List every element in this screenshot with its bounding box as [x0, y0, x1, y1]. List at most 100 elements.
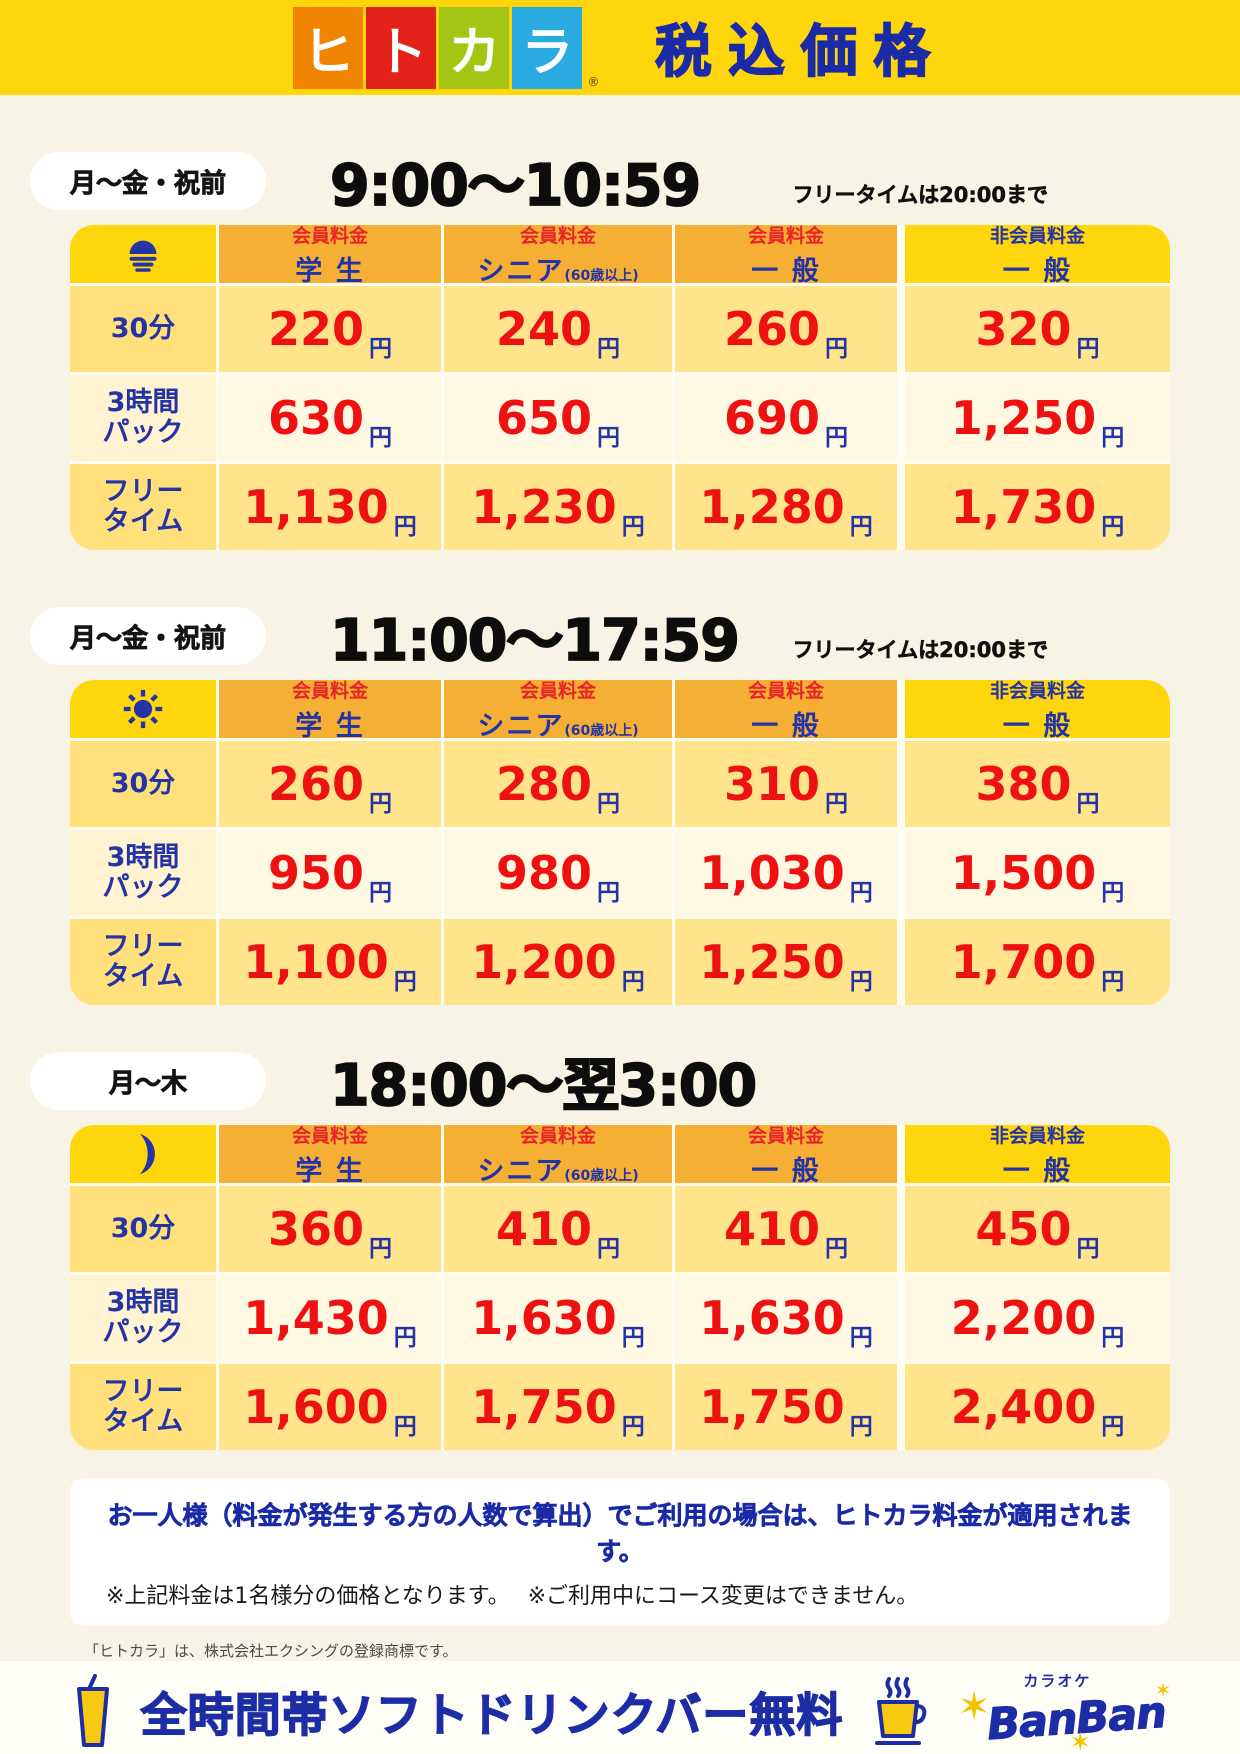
price-value: 1,700 [950, 935, 1097, 989]
member-category-label: 会員料金 [519, 1125, 596, 1147]
price-cell: 690 円 [675, 375, 897, 461]
price-cell: 1,200 円 [444, 919, 672, 1005]
day-pill: 月～金・祝前 [30, 152, 266, 210]
column-name-label: 一 般 [1002, 710, 1073, 742]
page-title: 税込価格 [654, 19, 947, 86]
yen-suffix: 円 [1076, 336, 1100, 362]
freetime-note: フリータイムは20:00まで [792, 638, 1048, 663]
logo-char: ヒ [302, 23, 355, 83]
night-moon-icon [140, 1133, 155, 1175]
banban-logo: カラオケ BanBan ✶ ✶ ✶ [957, 1670, 1172, 1754]
yen-suffix: 円 [849, 1414, 873, 1440]
section-header: 月～木 18:00～翌3:00 [30, 1051, 1170, 1120]
yen-suffix: 円 [825, 1236, 849, 1262]
star-icon: ✶ [1154, 1678, 1172, 1702]
price-section-morning: 月～金・祝前 9:00～10:59 フリータイムは20:00まで 会員料金 学 … [30, 151, 1170, 550]
column-name-label: 一 般 [1002, 255, 1073, 287]
freetime-note: フリータイムは20:00まで [792, 183, 1048, 208]
price-value: 1,750 [471, 1380, 617, 1434]
logo-char: ト [375, 23, 428, 83]
price-section-night: 月～木 18:00～翌3:00 会員料金 学 生 会員料金 シニア (60歳以上) [30, 1051, 1170, 1450]
yen-suffix: 円 [393, 514, 417, 540]
price-value: 1,200 [471, 935, 617, 989]
banban-kana-label: カラオケ [1023, 1672, 1092, 1690]
section-header: 月～金・祝前 9:00～10:59 フリータイムは20:00まで [30, 151, 1170, 220]
time-of-day-cell [70, 680, 216, 738]
price-value: 380 [975, 757, 1072, 811]
price-value: 320 [975, 302, 1072, 356]
price-cell: 1,630 円 [444, 1275, 672, 1361]
row-label-3hour-pack: 3時間 パック [70, 830, 216, 916]
price-cell: 1,430 円 [219, 1275, 441, 1361]
yen-suffix: 円 [369, 425, 393, 451]
hitokara-logo: ヒ ト カ ラ ® [293, 6, 599, 89]
price-cell: 310 円 [675, 741, 897, 827]
price-value: 360 [267, 1202, 365, 1256]
price-value: 260 [267, 757, 365, 811]
price-cell: 240 円 [444, 286, 672, 372]
day-label: 月～金・祝前 [69, 623, 227, 654]
column-header-student: 会員料金 学 生 [219, 680, 441, 742]
day-label: 月～金・祝前 [69, 168, 227, 199]
column-name-label: 一 般 [751, 710, 821, 742]
yen-suffix: 円 [393, 1325, 417, 1351]
price-value: 1,130 [243, 480, 389, 534]
price-cell: 260 円 [219, 741, 441, 827]
price-cell: 1,280 円 [675, 464, 897, 550]
member-category-label: 会員料金 [747, 1125, 824, 1147]
yen-suffix: 円 [1101, 425, 1125, 451]
column-name-label: 学 生 [295, 710, 365, 742]
member-category-label: 会員料金 [519, 680, 596, 702]
yen-suffix: 円 [621, 514, 645, 540]
price-table: 会員料金 学 生 会員料金 シニア (60歳以上) 会員料金 一 般 非会員料金 … [70, 1125, 1170, 1450]
senior-qualifier: (60歳以上) [564, 267, 639, 284]
price-cell: 360 円 [219, 1186, 441, 1272]
price-cell: 1,230 円 [444, 464, 672, 550]
price-value: 410 [495, 1202, 593, 1256]
price-value: 950 [267, 846, 365, 900]
column-header-senior: 会員料金 シニア (60歳以上) [444, 680, 672, 742]
price-cell: 630 円 [219, 375, 441, 461]
price-value: 1,430 [243, 1291, 389, 1345]
logo-char: ラ [521, 23, 574, 83]
price-value: 1,280 [699, 480, 845, 534]
yen-suffix: 円 [1076, 1236, 1100, 1262]
price-value: 450 [975, 1202, 1072, 1256]
star-icon: ✶ [957, 1684, 991, 1730]
price-value: 630 [267, 391, 365, 445]
price-value: 260 [723, 302, 821, 356]
member-category-label: 会員料金 [747, 225, 824, 247]
row-label-freetime: フリー タイム [70, 919, 216, 1005]
content: 月～金・祝前 9:00～10:59 フリータイムは20:00まで 会員料金 学 … [0, 95, 1240, 1661]
price-value: 240 [495, 302, 593, 356]
time-of-day-cell [70, 225, 216, 283]
price-cell: 410 円 [675, 1186, 897, 1272]
morning-sun-icon [129, 240, 157, 272]
hot-drink-icon [875, 1677, 927, 1745]
price-value: 1,630 [471, 1291, 617, 1345]
yen-suffix: 円 [369, 336, 393, 362]
yen-suffix: 円 [597, 1236, 621, 1262]
notice-headline: お一人様（料金が発生する方の人数で算出）でご利用の場合は、ヒトカラ料金が適用され… [107, 1501, 1133, 1567]
column-name-label: 学 生 [295, 1155, 365, 1187]
daytime-sun-icon [123, 689, 163, 729]
price-value: 690 [723, 391, 821, 445]
price-cell: 450 円 [900, 1186, 1170, 1272]
yen-suffix: 円 [393, 1414, 417, 1440]
yen-suffix: 円 [825, 336, 849, 362]
column-header-senior: 会員料金 シニア (60歳以上) [444, 225, 672, 287]
price-cell: 260 円 [675, 286, 897, 372]
yen-suffix: 円 [825, 425, 849, 451]
yen-suffix: 円 [597, 336, 621, 362]
nonmember-category-label: 非会員料金 [989, 680, 1085, 702]
footer-banner: 全時間帯ソフトドリンクバー無料 カラオケ BanBan ✶ ✶ ✶ [0, 1661, 1240, 1754]
price-cell: 1,030 円 [675, 830, 897, 916]
yen-suffix: 円 [369, 791, 393, 817]
top-banner: ヒ ト カ ラ ® 税込価格 [0, 0, 1240, 95]
notice-subnote: ※上記料金は1名様分の価格となります。 ※ご利用中にコース変更はできません。 [106, 1584, 919, 1609]
price-cell: 650 円 [444, 375, 672, 461]
row-label-30min: 30分 [70, 1186, 216, 1272]
column-name-label: 一 般 [751, 255, 821, 287]
price-section-daytime: 月～金・祝前 11:00～17:59 フリータイムは20:00まで [30, 606, 1170, 1005]
price-value: 280 [495, 757, 593, 811]
